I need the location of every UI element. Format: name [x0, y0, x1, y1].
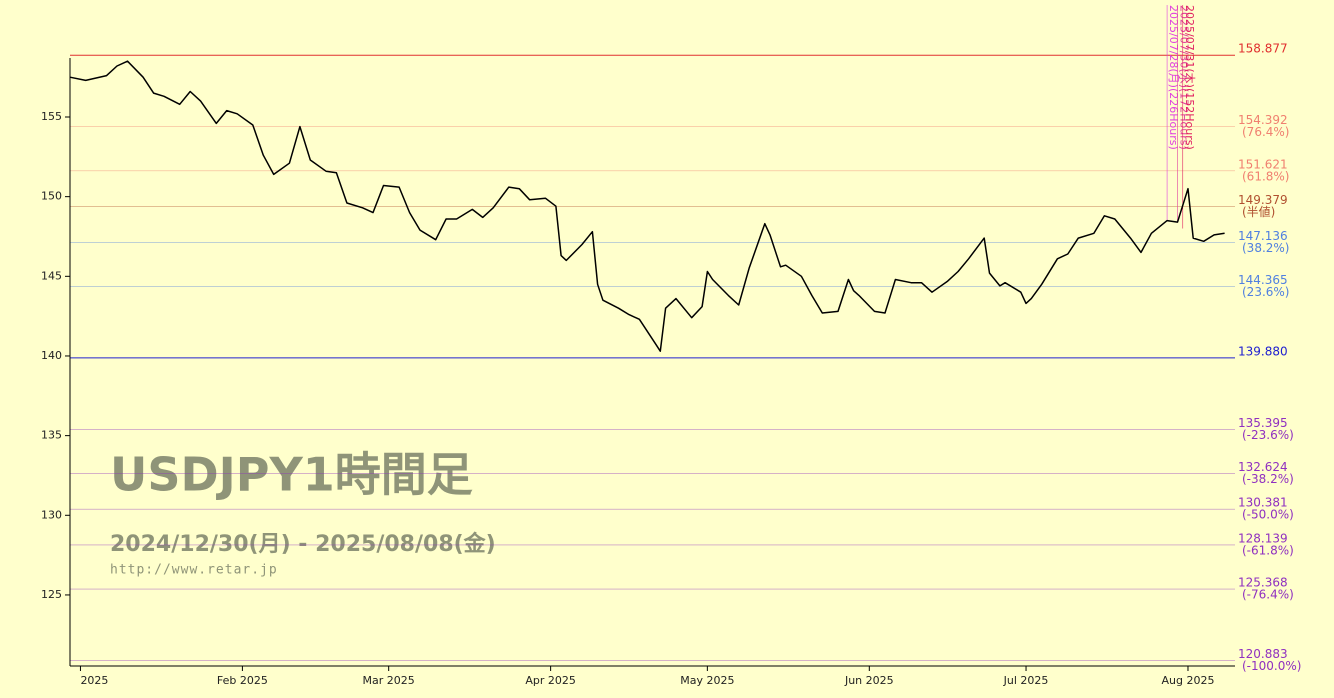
y-tick-label: 140: [41, 349, 62, 362]
level-value-label: 125.368: [1238, 576, 1288, 590]
y-tick-label: 125: [41, 588, 62, 601]
annotation-text: 2025/07/28(月)(226Hours): [1167, 5, 1180, 150]
x-tick-label: 2025: [80, 674, 108, 687]
chart-subtitle: 2024/12/30(月) - 2025/08/08(金): [110, 531, 496, 557]
level-ratio-label: (-100.0%): [1242, 659, 1301, 673]
level-value-label: 151.621: [1238, 157, 1288, 171]
level-ratio-label: (-50.0%): [1242, 508, 1294, 522]
level-value-label: 130.381: [1238, 496, 1288, 510]
level-ratio-label: (-76.4%): [1242, 588, 1294, 602]
y-tick-label: 155: [41, 110, 62, 123]
level-value-label: 139.880: [1238, 344, 1288, 358]
level-ratio-label: (23.6%): [1242, 285, 1289, 299]
level-value-label: 144.365: [1238, 273, 1288, 287]
level-value-label: 147.136: [1238, 229, 1288, 243]
x-tick-label: Jul 2025: [1003, 674, 1049, 687]
level-value-label: 149.379: [1238, 193, 1288, 207]
price-line: [69, 60, 1225, 352]
y-tick-label: 130: [41, 508, 62, 521]
x-tick-label: May 2025: [680, 674, 734, 687]
x-tick-label: Mar 2025: [363, 674, 415, 687]
level-value-label: 120.883: [1238, 647, 1288, 661]
y-tick-label: 135: [41, 429, 62, 442]
level-ratio-label: (76.4%): [1242, 125, 1289, 139]
level-value-label: 158.877: [1238, 42, 1288, 56]
level-ratio-label: (半値): [1242, 204, 1275, 219]
level-value-label: 154.392: [1238, 113, 1288, 127]
source-url: http://www.retar.jp: [110, 563, 278, 578]
chart-title: USDJPY1時間足: [110, 448, 473, 502]
level-value-label: 132.624: [1238, 460, 1288, 474]
annotation-text: 2025/07/30(水)(172Hours): [1178, 5, 1191, 150]
y-tick-label: 145: [41, 269, 62, 282]
level-ratio-label: (61.8%): [1242, 169, 1289, 183]
level-value-label: 135.395: [1238, 416, 1288, 430]
level-ratio-label: (38.2%): [1242, 241, 1289, 255]
x-tick-label: Feb 2025: [217, 674, 268, 687]
x-tick-label: Aug 2025: [1161, 674, 1214, 687]
x-tick-label: Apr 2025: [525, 674, 576, 687]
x-tick-label: Jun 2025: [844, 674, 894, 687]
level-value-label: 128.139: [1238, 531, 1288, 545]
level-ratio-label: (-23.6%): [1242, 428, 1294, 442]
level-ratio-label: (-61.8%): [1242, 543, 1294, 557]
annotation-text: 2025/07/31(木)(152Hours): [1183, 5, 1196, 150]
y-tick-label: 150: [41, 190, 62, 203]
level-ratio-label: (-38.2%): [1242, 472, 1294, 486]
